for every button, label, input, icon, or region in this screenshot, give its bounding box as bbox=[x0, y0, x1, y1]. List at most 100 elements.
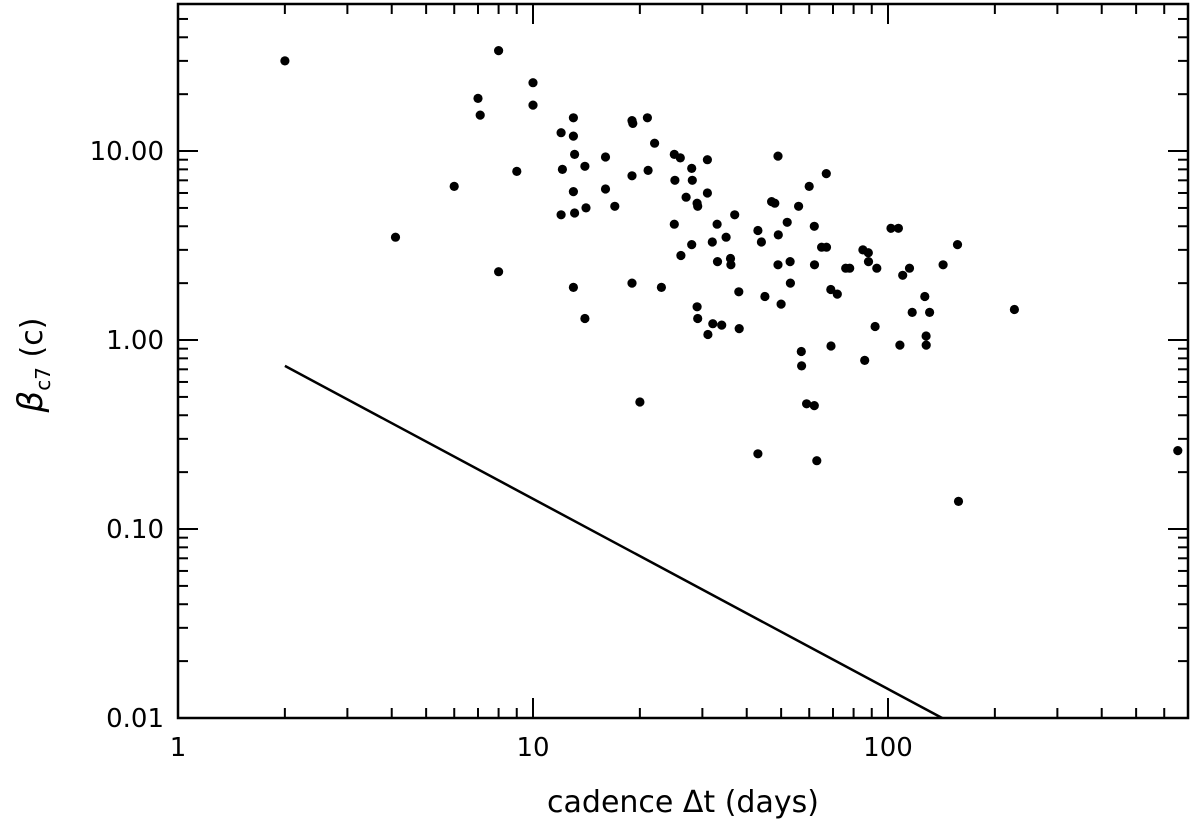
data-point bbox=[870, 321, 880, 332]
data-point bbox=[863, 248, 873, 258]
data-point bbox=[693, 313, 703, 324]
y-axis-title-unit: (c) bbox=[15, 318, 50, 367]
data-point bbox=[809, 221, 819, 231]
data-point bbox=[773, 151, 783, 161]
data-point bbox=[804, 181, 814, 191]
data-point bbox=[708, 319, 718, 329]
data-point bbox=[610, 201, 620, 211]
data-point bbox=[794, 201, 804, 211]
data-point bbox=[475, 110, 485, 120]
y-axis-title-symbol: β bbox=[11, 391, 51, 414]
data-point bbox=[821, 169, 831, 179]
data-point bbox=[568, 187, 579, 197]
y-tick-label: 0.10 bbox=[106, 515, 164, 545]
data-point bbox=[627, 278, 637, 288]
data-point bbox=[693, 201, 703, 211]
data-point bbox=[568, 282, 579, 292]
data-point bbox=[494, 267, 504, 277]
reference-line bbox=[284, 364, 943, 720]
data-point bbox=[952, 240, 963, 250]
data-point bbox=[920, 291, 930, 302]
plot-frame bbox=[176, 2, 1190, 720]
data-point bbox=[895, 340, 905, 350]
data-point bbox=[627, 171, 637, 181]
data-point bbox=[635, 397, 645, 407]
data-point bbox=[893, 223, 904, 233]
data-point bbox=[656, 282, 667, 292]
x-tick-label: 100 bbox=[863, 733, 913, 763]
data-point bbox=[734, 324, 744, 334]
data-point bbox=[712, 257, 723, 267]
data-point bbox=[702, 188, 713, 198]
data-point bbox=[556, 210, 566, 220]
data-point bbox=[580, 161, 590, 171]
data-point bbox=[670, 175, 680, 185]
data-point bbox=[707, 237, 717, 247]
data-point bbox=[1173, 446, 1183, 456]
data-point bbox=[557, 164, 568, 174]
data-point bbox=[687, 240, 697, 250]
data-point bbox=[776, 299, 786, 309]
data-point bbox=[921, 340, 931, 350]
data-point bbox=[809, 260, 820, 270]
data-point bbox=[832, 289, 842, 299]
data-point bbox=[473, 93, 483, 103]
data-points bbox=[280, 46, 1183, 506]
data-point bbox=[734, 287, 744, 297]
data-point bbox=[826, 284, 836, 295]
data-point bbox=[809, 401, 819, 411]
x-axis-title: cadence Δt (days) bbox=[547, 785, 819, 820]
data-point bbox=[568, 131, 579, 141]
data-point bbox=[280, 56, 290, 66]
data-point bbox=[785, 278, 796, 288]
data-point bbox=[650, 138, 660, 148]
data-point bbox=[812, 456, 822, 466]
data-point bbox=[702, 155, 713, 165]
data-point bbox=[390, 232, 401, 242]
data-point bbox=[796, 346, 806, 357]
data-point bbox=[726, 260, 736, 270]
data-point bbox=[528, 78, 538, 88]
data-point bbox=[925, 307, 935, 317]
data-point bbox=[953, 496, 964, 506]
data-point bbox=[687, 175, 697, 185]
y-tick-labels: 0.01 0.10 1.00 10.00 bbox=[90, 137, 164, 734]
data-point bbox=[826, 341, 836, 351]
data-point bbox=[904, 263, 915, 273]
y-axis-title: βc7 (c) bbox=[11, 318, 55, 414]
data-point bbox=[921, 331, 931, 341]
x-tick-label: 1 bbox=[170, 733, 187, 763]
data-point bbox=[600, 184, 611, 194]
x-tick-labels: 1 10 100 bbox=[170, 733, 913, 763]
data-point bbox=[802, 399, 812, 409]
data-point bbox=[703, 329, 713, 340]
axis-ticks bbox=[177, 3, 1189, 719]
data-point bbox=[907, 307, 917, 317]
data-point bbox=[1009, 304, 1020, 315]
data-point bbox=[898, 270, 908, 280]
y-tick-label: 10.00 bbox=[90, 137, 164, 167]
data-point bbox=[643, 165, 653, 175]
data-point bbox=[642, 113, 653, 123]
data-point bbox=[600, 152, 611, 162]
data-point bbox=[845, 263, 855, 273]
data-point bbox=[773, 260, 783, 270]
data-point bbox=[770, 198, 780, 208]
data-point bbox=[782, 217, 792, 227]
data-point bbox=[785, 257, 795, 267]
data-point bbox=[760, 291, 770, 302]
data-point bbox=[512, 166, 522, 176]
y-axis-title-subscript: c7 bbox=[31, 367, 55, 391]
data-point bbox=[675, 153, 685, 163]
data-point bbox=[753, 225, 763, 236]
data-point bbox=[797, 361, 807, 371]
data-point bbox=[681, 192, 691, 202]
data-point bbox=[756, 237, 767, 247]
data-point bbox=[821, 242, 832, 252]
data-point bbox=[773, 230, 783, 240]
data-point bbox=[753, 449, 763, 459]
data-point bbox=[938, 260, 948, 270]
data-point bbox=[730, 210, 740, 220]
y-tick-label: 1.00 bbox=[106, 326, 164, 356]
